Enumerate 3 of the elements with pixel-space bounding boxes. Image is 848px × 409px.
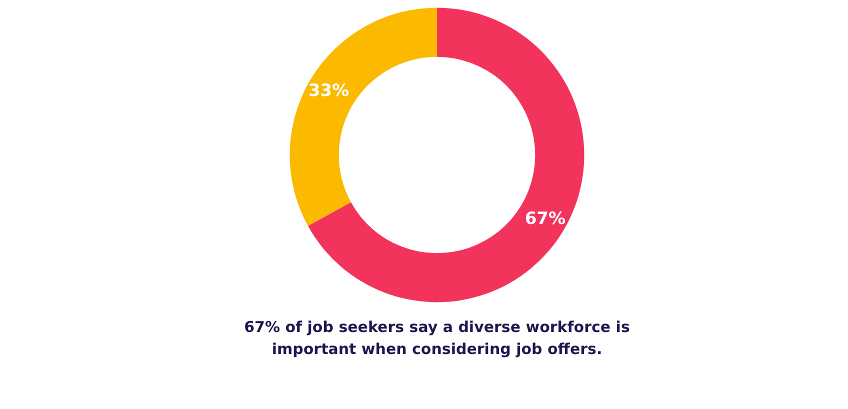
text: 67% of job seekers say a diverse workforce is important when considering job offers. xyxy=(243,317,631,360)
data-label: 67% xyxy=(524,208,566,229)
data-label: 33% xyxy=(308,81,350,102)
